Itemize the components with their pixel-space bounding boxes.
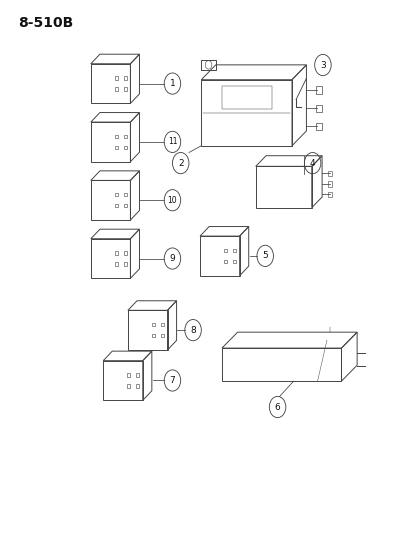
Bar: [161, 323, 164, 326]
Bar: [115, 76, 118, 79]
Bar: [115, 135, 118, 138]
Text: 11: 11: [168, 138, 177, 147]
Bar: [151, 323, 155, 326]
Bar: [315, 104, 322, 112]
Text: 8-510B: 8-510B: [18, 16, 73, 30]
Text: 6: 6: [275, 402, 281, 411]
Text: 10: 10: [168, 196, 177, 205]
Bar: [127, 384, 130, 387]
Bar: [328, 181, 332, 187]
Bar: [124, 262, 127, 266]
Bar: [124, 135, 127, 138]
Bar: [115, 193, 118, 196]
Bar: [124, 252, 127, 255]
Text: 4: 4: [310, 159, 315, 167]
Text: 9: 9: [170, 254, 175, 263]
Bar: [124, 76, 127, 79]
Bar: [328, 171, 332, 176]
Bar: [161, 334, 164, 337]
Bar: [115, 204, 118, 207]
Bar: [224, 249, 227, 252]
Bar: [315, 123, 322, 130]
Bar: [233, 260, 237, 263]
Text: 8: 8: [190, 326, 196, 335]
Bar: [124, 193, 127, 196]
Bar: [224, 260, 227, 263]
Bar: [136, 373, 139, 377]
Bar: [115, 146, 118, 149]
Bar: [124, 87, 127, 91]
Bar: [115, 262, 118, 266]
Bar: [328, 192, 332, 197]
Bar: [115, 87, 118, 91]
Bar: [151, 334, 155, 337]
Bar: [124, 204, 127, 207]
Text: 5: 5: [262, 252, 268, 261]
Bar: [315, 86, 322, 94]
Text: 7: 7: [170, 376, 175, 385]
Bar: [124, 146, 127, 149]
Bar: [127, 373, 130, 377]
Text: 3: 3: [320, 61, 326, 69]
Text: 1: 1: [170, 79, 175, 88]
Bar: [222, 86, 271, 109]
Bar: [233, 249, 237, 252]
Bar: [115, 252, 118, 255]
Text: 2: 2: [178, 159, 183, 167]
Bar: [136, 384, 139, 387]
